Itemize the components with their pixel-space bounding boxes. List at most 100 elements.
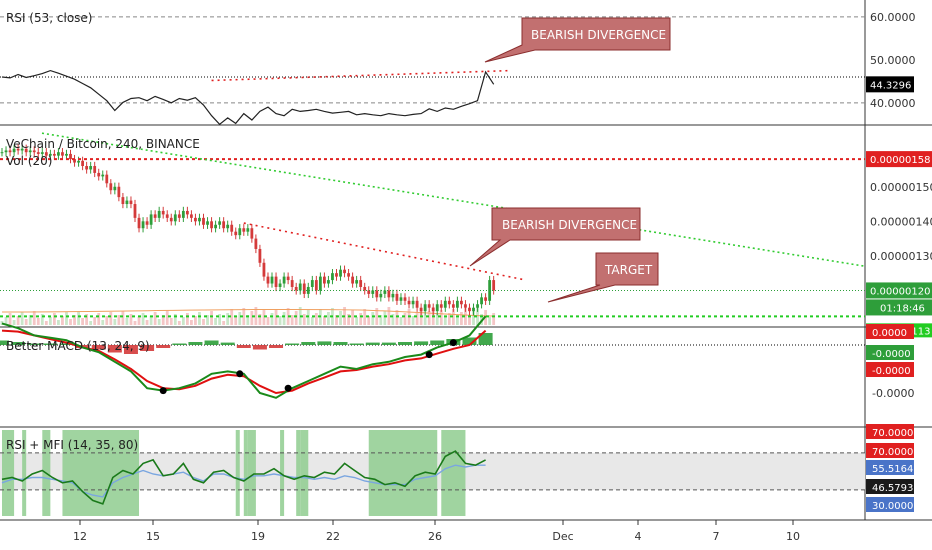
volume-bar — [214, 318, 217, 325]
rsi-top-panel: 60.0000 50.0000 40.0000 44.3296 — [0, 11, 916, 126]
candle-body — [153, 214, 157, 218]
candle-body — [218, 221, 222, 225]
volume-bar — [246, 315, 250, 325]
volume-bar — [314, 313, 318, 325]
panel-dividers — [0, 0, 932, 521]
macd-histogram-bar — [462, 337, 477, 345]
volume-bar — [105, 316, 109, 325]
rsi-top-title: RSI (53, close) — [6, 11, 92, 25]
candle-body — [460, 300, 463, 305]
candle-body — [157, 210, 161, 218]
rsi-mfi-zone — [296, 430, 301, 516]
macd-tick-label: -0.0000 — [872, 349, 911, 360]
candle-body — [431, 307, 435, 312]
candle-body — [36, 152, 40, 154]
rsi-divergence-label: BEARISH DIVERGENCE — [531, 28, 666, 42]
candle-body — [347, 273, 350, 277]
rsi-mfi-zone — [243, 430, 248, 516]
candle-body — [145, 221, 149, 225]
macd-histogram-bar — [285, 343, 300, 345]
rsi-mfi-zone — [2, 430, 15, 516]
candle-body — [194, 217, 197, 222]
candle-body — [363, 286, 367, 291]
candle-body — [81, 160, 84, 167]
volume-bar — [278, 316, 282, 325]
candle-body — [464, 304, 467, 308]
price-tick-label: 0.00000150 — [870, 181, 932, 194]
candle-body — [399, 297, 403, 301]
candle-body — [407, 300, 411, 305]
price-panel: 0.00000150 0.00000140 0.00000130 0.00000158… — [0, 132, 932, 338]
candle-body — [48, 153, 52, 156]
macd-histogram-bar — [172, 343, 187, 345]
x-tick-label: 12 — [73, 530, 87, 543]
volume-bar — [250, 311, 254, 325]
candle-body — [298, 283, 302, 291]
volume-bar — [439, 310, 443, 325]
macd-histogram-bar — [156, 345, 171, 348]
macd-histogram-bar — [365, 342, 380, 345]
macd-tick-label: -0.0000 — [872, 366, 911, 377]
volume-bar — [306, 310, 310, 325]
volume-bar — [165, 311, 169, 325]
volume-bar — [399, 317, 403, 325]
candle-body — [379, 293, 383, 298]
volume-bar — [339, 311, 342, 325]
candle-body — [210, 221, 213, 229]
volume-bar — [222, 321, 226, 325]
candle-body — [117, 186, 121, 198]
volume-bar — [194, 316, 197, 325]
rsi-mfi-zone — [235, 430, 240, 516]
candle-body — [161, 210, 165, 215]
candle-body — [327, 280, 330, 284]
downtrend-line — [41, 132, 866, 268]
candle-body — [65, 153, 68, 156]
macd-value-box — [866, 324, 914, 339]
candle-body — [125, 200, 129, 205]
volume-bar — [157, 319, 161, 325]
candle-body — [427, 304, 431, 308]
volume-bar — [89, 321, 93, 325]
candle-body — [202, 217, 205, 225]
volume-bar — [28, 315, 32, 325]
candle-body — [105, 174, 109, 184]
volume-bar — [137, 317, 141, 325]
volume-bar — [363, 309, 367, 325]
volume-bar — [468, 315, 471, 325]
candle-body — [294, 286, 298, 291]
volume-bar — [185, 313, 189, 325]
macd-tick-label: 0.0000 — [872, 328, 907, 339]
rsi-mfi-value-box — [866, 424, 914, 439]
candle-body — [52, 153, 56, 156]
candle-body — [137, 217, 141, 229]
candle-body — [250, 228, 254, 239]
macd-histogram-bar — [140, 345, 155, 351]
volume-bar — [238, 312, 242, 325]
volume-bar — [198, 312, 201, 325]
candle-body — [24, 148, 28, 153]
x-axis: 12 15 19 22 26 Dec 4 7 10 — [73, 520, 800, 543]
macd-histogram-bar — [107, 345, 122, 353]
x-tick-label: 26 — [428, 530, 442, 543]
candle-body — [323, 276, 326, 284]
rsi-mfi-tick-label: 70.0000 — [872, 428, 913, 439]
x-tick-label: 22 — [326, 530, 340, 543]
macd-histogram-bar — [236, 345, 251, 348]
volume-bar — [435, 314, 439, 325]
price-divergence-callout: BEARISH DIVERGENCE — [469, 207, 641, 267]
x-tick-label: 7 — [713, 530, 720, 543]
candle-body — [73, 159, 76, 163]
volume-bar — [24, 319, 28, 325]
macd-histogram-bar — [269, 345, 284, 348]
candle-body — [97, 172, 101, 177]
volume-bar — [242, 308, 246, 325]
candle-body — [177, 214, 181, 218]
volume-bar — [359, 313, 363, 325]
candle-body — [480, 297, 483, 305]
candle-body — [367, 290, 371, 294]
volume-bar — [403, 313, 407, 325]
candle-body — [302, 283, 306, 294]
macd-histogram-bar — [123, 345, 138, 354]
candle-body — [270, 276, 274, 284]
rsi-tick-label: 40.0000 — [870, 97, 916, 110]
